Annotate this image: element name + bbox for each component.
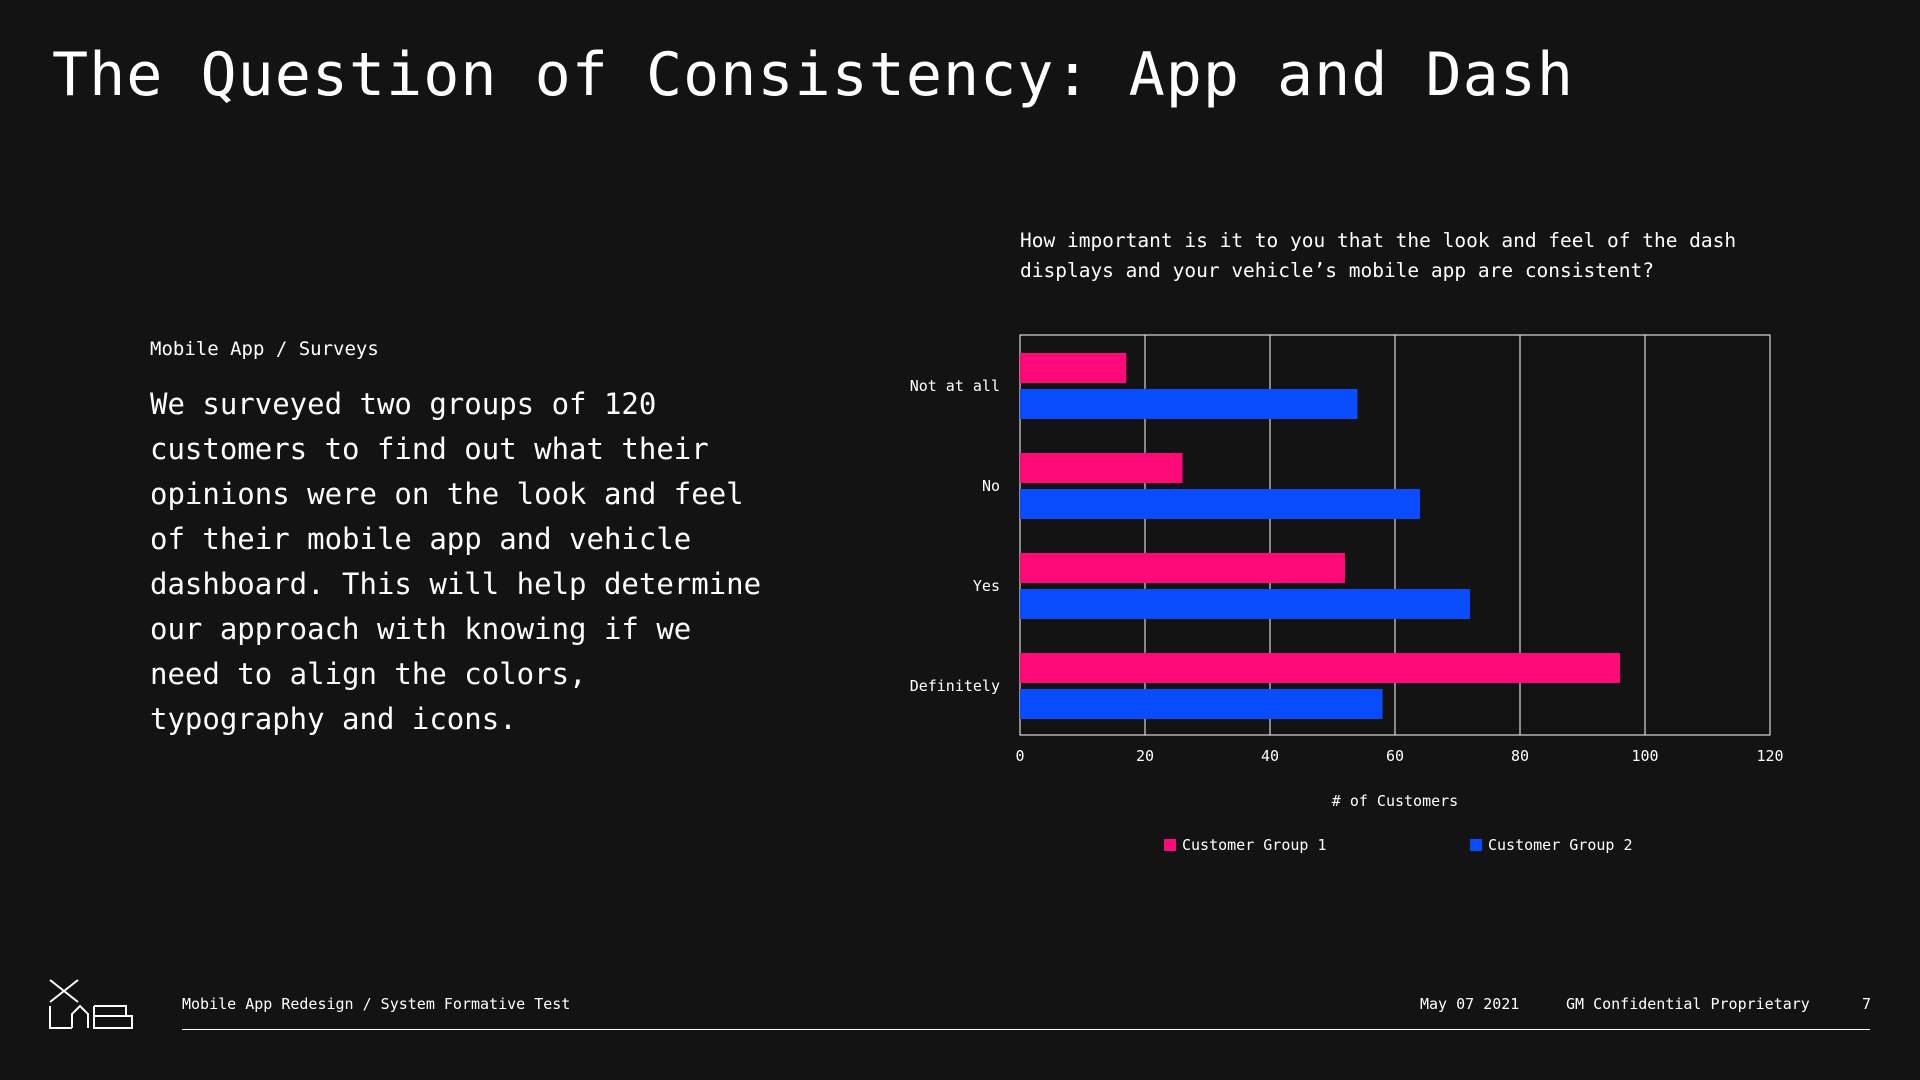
x-tick-label: 20 (1136, 747, 1154, 765)
x-tick-label: 80 (1511, 747, 1529, 765)
footer-page-number: 7 (1862, 995, 1872, 1013)
bar-yes-group-2 (1020, 589, 1470, 619)
x-axis-title: # of Customers (1332, 792, 1458, 810)
x-tick-label: 60 (1386, 747, 1404, 765)
plot-frame (1019, 334, 1771, 736)
legend-label-group-1: Customer Group 1 (1182, 836, 1327, 854)
xlab-logo (49, 979, 133, 1029)
footer-divider (182, 1029, 1870, 1030)
x-tick-label: 120 (1756, 747, 1783, 765)
y-category-label: Not at all (910, 377, 1000, 395)
legend-swatch-group-2 (1470, 839, 1482, 851)
bar-yes-group-1 (1020, 553, 1345, 583)
y-category-label: No (982, 477, 1000, 495)
y-category-label: Yes (973, 577, 1000, 595)
footer-project: Mobile App Redesign / System Formative T… (182, 995, 571, 1013)
legend-label-group-2: Customer Group 2 (1488, 836, 1633, 854)
legend-item-group-2: Customer Group 2 (1470, 836, 1633, 854)
x-tick-label: 40 (1261, 747, 1279, 765)
footer-confidentiality: GM Confidential Proprietary (1566, 995, 1810, 1013)
body-paragraph: We surveyed two groups of 120 customers … (150, 387, 762, 736)
bar-no-group-1 (1020, 453, 1183, 483)
y-category-label: Definitely (910, 677, 1000, 695)
legend-item-group-1: Customer Group 1 (1164, 836, 1327, 854)
bar-not-at-all-group-1 (1020, 353, 1127, 383)
bar-no-group-2 (1020, 489, 1420, 519)
page-title: The Question of Consistency: App and Das… (52, 40, 1575, 110)
chart-question: How important is it to you that the look… (1020, 229, 1737, 282)
bar-definitely-group-1 (1020, 653, 1620, 683)
x-tick-label: 100 (1631, 747, 1658, 765)
legend-swatch-group-1 (1164, 839, 1176, 851)
footer-date: May 07 2021 (1420, 995, 1520, 1013)
bar-not-at-all-group-2 (1020, 389, 1358, 419)
bar-definitely-group-2 (1020, 689, 1383, 719)
x-tick-label: 0 (1015, 747, 1024, 765)
section-label: Mobile App / Surveys (150, 338, 379, 360)
